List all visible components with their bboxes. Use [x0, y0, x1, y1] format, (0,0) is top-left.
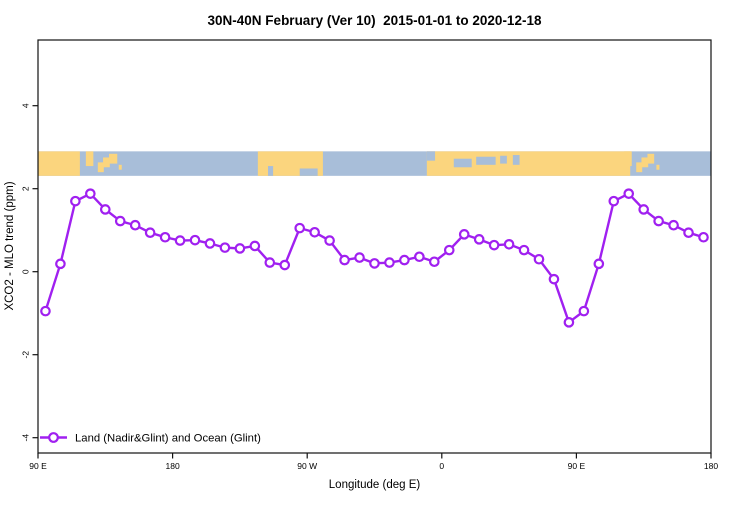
- data-point-marker: [309, 226, 320, 238]
- data-point-marker: [623, 188, 635, 199]
- data-point-marker: [429, 256, 440, 268]
- y-axis-tick-label: -2: [21, 351, 31, 359]
- data-point-marker: [369, 258, 380, 269]
- data-point-marker: [578, 305, 590, 317]
- map-band-ocean-patch: [299, 168, 318, 176]
- chart-title: 30N-40N February (Ver 10) 2015-01-01 to …: [208, 13, 542, 28]
- data-point-marker: [488, 239, 500, 251]
- data-point-marker: [533, 253, 545, 265]
- data-point-marker: [354, 252, 365, 263]
- data-point-marker: [279, 259, 291, 271]
- map-band-land-segment: [85, 151, 94, 167]
- data-point-marker: [85, 188, 96, 199]
- data-point-marker: [129, 219, 141, 231]
- x-axis-tick-label: 180: [166, 461, 180, 471]
- plot-border: [37, 39, 712, 454]
- data-point-marker: [189, 234, 201, 246]
- map-band-land-segment: [656, 164, 660, 170]
- data-point-marker: [264, 257, 276, 268]
- map-band-ocean-patch: [500, 155, 507, 164]
- data-point-marker: [563, 317, 575, 328]
- data-point-marker: [458, 229, 470, 240]
- plot-render-layer: 90 E 180 90 W 0 90 E 180 4 2 0 -2 -4: [21, 39, 718, 471]
- data-point-marker: [668, 219, 679, 231]
- map-band-land-segment: [97, 162, 104, 173]
- data-point-marker: [503, 239, 515, 250]
- data-point-marker: [443, 244, 455, 256]
- x-axis-tick-label: 90 E: [29, 461, 47, 471]
- data-point-marker: [114, 215, 126, 227]
- data-point-marker: [548, 273, 560, 285]
- data-point-marker: [698, 231, 709, 243]
- data-point-marker: [294, 222, 306, 234]
- map-band-land-segment: [118, 164, 122, 170]
- x-axis-tick-label: 0: [439, 461, 444, 471]
- data-point-marker: [384, 257, 395, 268]
- map-band-land-segment: [624, 151, 632, 167]
- data-point-marker: [339, 254, 350, 266]
- y-axis-tick-label: -4: [21, 434, 31, 442]
- x-axis-tick-label: 90 E: [568, 461, 586, 471]
- y-axis-tick-label: 0: [21, 269, 31, 274]
- map-band-ocean-patch: [268, 166, 274, 176]
- y-axis-tick-label: 2: [21, 186, 31, 191]
- legend: Land (Nadir&Glint) and Ocean (Glint): [40, 432, 261, 445]
- trend-line: [44, 192, 705, 324]
- data-point-marker: [683, 227, 694, 238]
- map-band-ocean-patch: [426, 151, 436, 161]
- map-band-land-segment: [38, 151, 80, 176]
- data-point-marker: [204, 238, 216, 249]
- data-point-marker: [159, 231, 171, 243]
- data-point-marker: [414, 251, 425, 263]
- data-point-marker: [234, 243, 246, 254]
- legend-marker-icon: [48, 432, 59, 443]
- data-point-marker: [219, 242, 231, 253]
- data-point-marker: [518, 244, 530, 256]
- data-point-marker: [638, 204, 649, 215]
- data-point-marker: [70, 195, 81, 207]
- data-point-marker: [593, 258, 605, 270]
- data-point-marker: [324, 235, 335, 246]
- data-point-marker: [174, 235, 186, 246]
- map-band-ocean-patch: [453, 158, 472, 168]
- data-point-marker: [40, 305, 51, 317]
- map-band-land-segment: [103, 157, 110, 168]
- data-point-marker: [249, 240, 261, 252]
- data-point-marker: [144, 227, 156, 238]
- map-band-land-segment: [641, 157, 649, 168]
- legend-label: Land (Nadir&Glint) and Ocean (Glint): [75, 433, 261, 445]
- data-point-marker: [100, 204, 111, 215]
- data-point-marker: [473, 234, 485, 245]
- data-point-marker: [399, 254, 410, 266]
- x-axis-label: Longitude (deg E): [329, 479, 421, 491]
- map-band-ocean-patch: [512, 155, 520, 165]
- data-point-marker: [55, 258, 66, 270]
- x-axis-tick-label: 90 W: [297, 461, 317, 471]
- map-band-land-segment: [636, 162, 643, 173]
- map-band-ocean-patch: [476, 156, 496, 165]
- x-axis-tick-label: 180: [704, 461, 718, 471]
- y-axis-tick-label: 4: [21, 103, 31, 108]
- map-band-land-segment: [647, 153, 655, 164]
- data-point-marker: [653, 215, 664, 227]
- y-axis-label: XCO2 - MLO trend (ppm): [4, 181, 16, 310]
- data-point-marker: [608, 195, 620, 207]
- map-band-land-segment: [109, 153, 118, 164]
